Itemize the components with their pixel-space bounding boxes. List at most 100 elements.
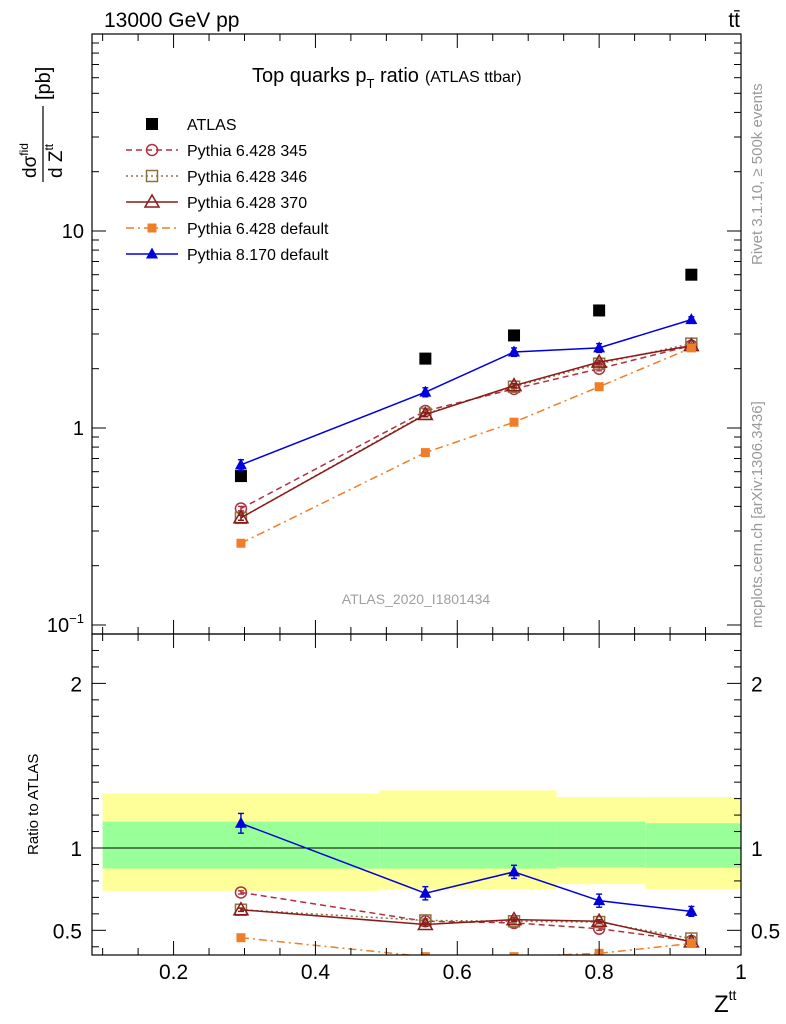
ylabel-den: d Z xyxy=(46,150,67,178)
ratio-3-point xyxy=(590,912,608,928)
main-y-tick-label: 10 xyxy=(62,221,84,243)
analysis-tag: ATLAS_2020_I1801434 xyxy=(342,591,491,607)
main-series-layer xyxy=(232,268,700,548)
ratio-5-point xyxy=(234,816,247,828)
main-5-series xyxy=(236,343,696,548)
ratio-y-tick-label-right: 2 xyxy=(751,673,763,696)
process-label: tt̄ xyxy=(728,9,740,32)
main-1-series xyxy=(234,268,698,483)
uncertainty-band-inner xyxy=(379,821,557,869)
main-5-point xyxy=(420,448,430,458)
energy-label: 13000 GeV pp xyxy=(104,9,239,32)
ylabel-num-sup: fid xyxy=(17,143,31,156)
ratio-4-point xyxy=(236,933,246,943)
x-axis-label-sup: tt xyxy=(729,987,737,1003)
svg-text:dσfid: dσfid xyxy=(17,143,41,178)
main-5-point xyxy=(594,382,604,392)
main-6-series xyxy=(234,313,698,471)
main-6-point xyxy=(234,458,247,470)
ratio-4-series xyxy=(236,933,696,955)
ratio-5-point xyxy=(593,894,606,906)
main-4-point xyxy=(590,353,608,368)
legend-item: Pythia 6.428 345 xyxy=(126,143,307,160)
main-2-series xyxy=(234,339,698,515)
ratio-1-line xyxy=(240,891,692,942)
main-y-tick-label-base: 10 xyxy=(47,615,69,637)
x-axis-label-main: Z xyxy=(714,991,729,1018)
legend: ATLAS Pythia 6.428 345 Pythia 6.428 346 Pyt… xyxy=(126,117,329,264)
ratio-4-point xyxy=(420,952,430,955)
uncertainty-band-inner xyxy=(556,821,646,867)
legend-marker xyxy=(147,223,157,233)
ratio-1-point xyxy=(234,886,248,899)
main-1-point xyxy=(234,470,247,483)
legend-label: ATLAS xyxy=(187,117,237,134)
main-1-point xyxy=(685,268,698,281)
ratio-5-point xyxy=(685,904,698,916)
ratio-axes: 0.5 0.51 12 20.2 0.4 0.6 0.8 1 xyxy=(53,633,780,984)
main-6-point xyxy=(508,345,521,357)
ratio-3-point xyxy=(232,901,250,916)
legend-marker xyxy=(146,247,158,259)
ylabel-num: dσ xyxy=(20,155,41,178)
ratio-1-series xyxy=(234,886,698,948)
legend-marker xyxy=(146,118,158,130)
x-axis-label: Ztt xyxy=(714,987,737,1018)
main-1-point xyxy=(419,352,432,365)
main-4-point xyxy=(417,406,434,421)
main-5-point xyxy=(509,417,519,427)
main-4-line xyxy=(240,344,692,519)
uncertainty-band-inner xyxy=(645,823,741,868)
ratio-5-point xyxy=(508,865,521,877)
ratio-y-tick-label: 1 xyxy=(70,838,82,861)
legend-label: Pythia 6.428 346 xyxy=(187,169,307,186)
legend-marker xyxy=(145,143,159,157)
main-2-line xyxy=(240,344,692,510)
main-4-series xyxy=(232,337,700,524)
mcplots-watermark: mcplots.cern.ch [arXiv:1306.3436] xyxy=(749,401,766,628)
main-y-axis-label: dσfid d Ztt [pb] xyxy=(17,67,67,182)
plot-title-suffix: ratio xyxy=(374,65,418,87)
ratio-frame xyxy=(91,633,742,956)
main-y-tick-label-exp: −1 xyxy=(69,611,84,626)
plot-title: Top quarks pT ratio (ATLAS ttbar) xyxy=(252,65,522,91)
main-y-tick-label: 10−1 xyxy=(47,611,84,637)
ratio-4-point xyxy=(509,952,519,955)
main-5-point xyxy=(686,343,696,353)
x-tick-label: 0.6 xyxy=(443,961,472,984)
legend-marker xyxy=(145,169,159,183)
x-tick-label: 0.2 xyxy=(159,961,188,984)
ratio-2-series xyxy=(234,903,698,945)
plot-title-note: (ATLAS ttbar) xyxy=(425,69,522,86)
x-tick-label: 1 xyxy=(735,961,747,984)
legend-item: ATLAS xyxy=(146,117,237,134)
x-tick-label: 0.4 xyxy=(301,961,331,984)
x-tick-label: 0.8 xyxy=(585,961,614,984)
legend-label: Pythia 6.428 370 xyxy=(187,195,307,212)
main-6-point xyxy=(419,385,432,397)
svg-text:d Ztt: d Ztt xyxy=(42,143,67,178)
legend-item: Pythia 8.170 default xyxy=(126,247,329,264)
legend-marker xyxy=(143,193,161,208)
legend-label: Pythia 8.170 default xyxy=(187,247,329,264)
main-5-line xyxy=(240,347,692,544)
ratio-plot-area xyxy=(92,790,741,891)
main-5-point xyxy=(236,538,246,548)
main-1-point xyxy=(593,304,606,317)
ratio-y-axis-label: Ratio to ATLAS xyxy=(25,754,42,855)
ratio-3-line xyxy=(240,908,692,943)
main-6-point xyxy=(593,341,606,353)
ratio-3-point xyxy=(417,916,434,931)
ylabel-unit: [pb] xyxy=(33,67,55,100)
main-4-point xyxy=(232,509,250,524)
plot-title-main: Top quarks p xyxy=(252,65,367,87)
main-6-point xyxy=(685,313,698,325)
ratio-y-tick-label-right: 1 xyxy=(751,838,763,861)
ratio-3-point xyxy=(505,911,523,926)
ratio-5-point xyxy=(419,886,432,898)
main-1-point xyxy=(508,329,521,342)
main-y-tick-label: 1 xyxy=(73,418,84,440)
ratio-4-line xyxy=(240,936,692,955)
